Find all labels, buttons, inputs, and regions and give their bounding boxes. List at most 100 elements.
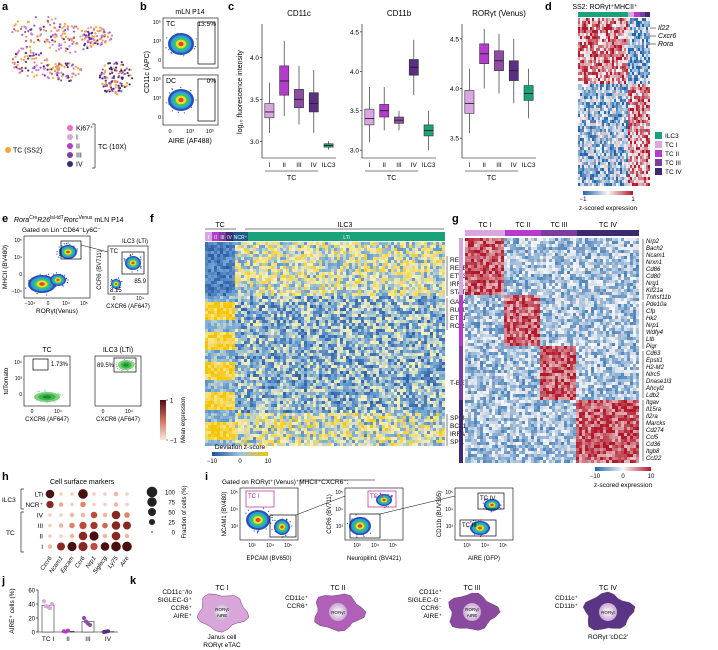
heat-cell — [602, 75, 604, 78]
heat-cell — [268, 356, 271, 359]
heat-cell — [602, 24, 604, 27]
heat-cell — [646, 129, 648, 132]
heat-cell — [620, 93, 622, 96]
heat-cell — [614, 99, 616, 102]
heat-cell — [220, 362, 223, 365]
heat-cell — [262, 296, 265, 299]
cell-dot — [113, 62, 116, 65]
heat-cell — [588, 84, 590, 87]
heat-cell — [610, 165, 612, 168]
heat-cell — [582, 156, 584, 159]
cell-dot — [100, 34, 104, 37]
heat-cell — [211, 284, 214, 287]
cluster-bar — [226, 232, 233, 241]
cell-dot — [119, 82, 122, 85]
heat-cell — [588, 63, 590, 66]
heat-cell — [600, 45, 602, 48]
heat-cell — [608, 60, 610, 63]
heat-cell — [277, 311, 280, 314]
heat-cell — [626, 117, 628, 120]
label: log₁₀ fluorescence intensity — [237, 50, 244, 134]
heat-cell — [268, 284, 271, 287]
heat-cell — [606, 141, 608, 144]
heat-cell — [578, 108, 580, 111]
heat-cell — [616, 147, 618, 150]
cell-dot — [120, 84, 124, 87]
heat-cell — [616, 78, 618, 81]
heat-cell — [223, 335, 226, 338]
heat-cell — [283, 305, 286, 308]
heat-cell — [634, 39, 636, 42]
heat-cell — [289, 371, 292, 374]
heat-cell — [636, 165, 638, 168]
heat-cell — [626, 63, 628, 66]
heat-cell — [624, 72, 626, 75]
heat-cell — [244, 356, 247, 359]
heat-cell — [211, 293, 214, 296]
cell-dot — [35, 57, 38, 60]
cell-dot — [60, 71, 63, 74]
heat-cell — [217, 401, 220, 404]
heat-cell — [620, 96, 622, 99]
heat-cell — [244, 248, 247, 251]
heat-cell — [286, 317, 289, 320]
heat-cell — [259, 347, 262, 350]
heat-cell — [274, 359, 277, 362]
heat-cell — [259, 401, 262, 404]
heat-cell — [253, 329, 256, 332]
label: 13.5% — [198, 21, 217, 28]
x-tick-label: I — [468, 162, 470, 169]
heat-cell — [241, 284, 244, 287]
cell-dot — [39, 27, 42, 30]
heat-cell — [598, 42, 600, 45]
heat-cell — [586, 165, 588, 168]
heat-cell — [283, 281, 286, 284]
heat-cell — [606, 66, 608, 69]
heat-cell — [648, 57, 650, 60]
heat-cell — [223, 365, 226, 368]
heat-cell — [620, 54, 622, 57]
heat-cell — [256, 431, 259, 434]
heat-cell — [648, 117, 650, 120]
heat-cell — [265, 347, 268, 350]
heat-cell — [256, 398, 259, 401]
cell-dot — [93, 35, 96, 38]
heat-cell — [608, 78, 610, 81]
heat-cell — [590, 48, 592, 51]
heat-cell — [250, 275, 253, 278]
heat-cell — [229, 293, 232, 296]
heat-cell — [223, 320, 226, 323]
heat-cell — [274, 377, 277, 380]
heat-cell — [626, 123, 628, 126]
heat-cell — [244, 386, 247, 389]
heat-cell — [622, 102, 624, 105]
heat-cell — [612, 75, 614, 78]
heat-cell — [618, 129, 620, 132]
heat-cell — [271, 392, 274, 395]
heat-cell — [256, 317, 259, 320]
heat-cell — [265, 392, 268, 395]
heat-cell — [226, 437, 229, 440]
cell-dot — [11, 31, 14, 34]
cell-dot — [98, 76, 102, 79]
heat-cell — [584, 48, 586, 51]
heat-cell — [580, 135, 582, 138]
heat-cell — [588, 138, 590, 141]
heat-cell — [622, 21, 624, 24]
heat-cell — [241, 281, 244, 284]
heat-cell — [636, 81, 638, 84]
heat-cell — [646, 90, 648, 93]
heat-cell — [624, 180, 626, 183]
heat-cell — [590, 150, 592, 153]
heat-cell — [606, 138, 608, 141]
heat-cell — [271, 275, 274, 278]
heat-cell — [289, 323, 292, 326]
heat-cell — [624, 48, 626, 51]
heat-cell — [256, 344, 259, 347]
heat-cell — [612, 135, 614, 138]
heat-cell — [250, 308, 253, 311]
cell-dot — [16, 60, 19, 64]
heat-cell — [205, 311, 208, 314]
heat-cell — [220, 308, 223, 311]
heat-cell — [226, 245, 229, 248]
